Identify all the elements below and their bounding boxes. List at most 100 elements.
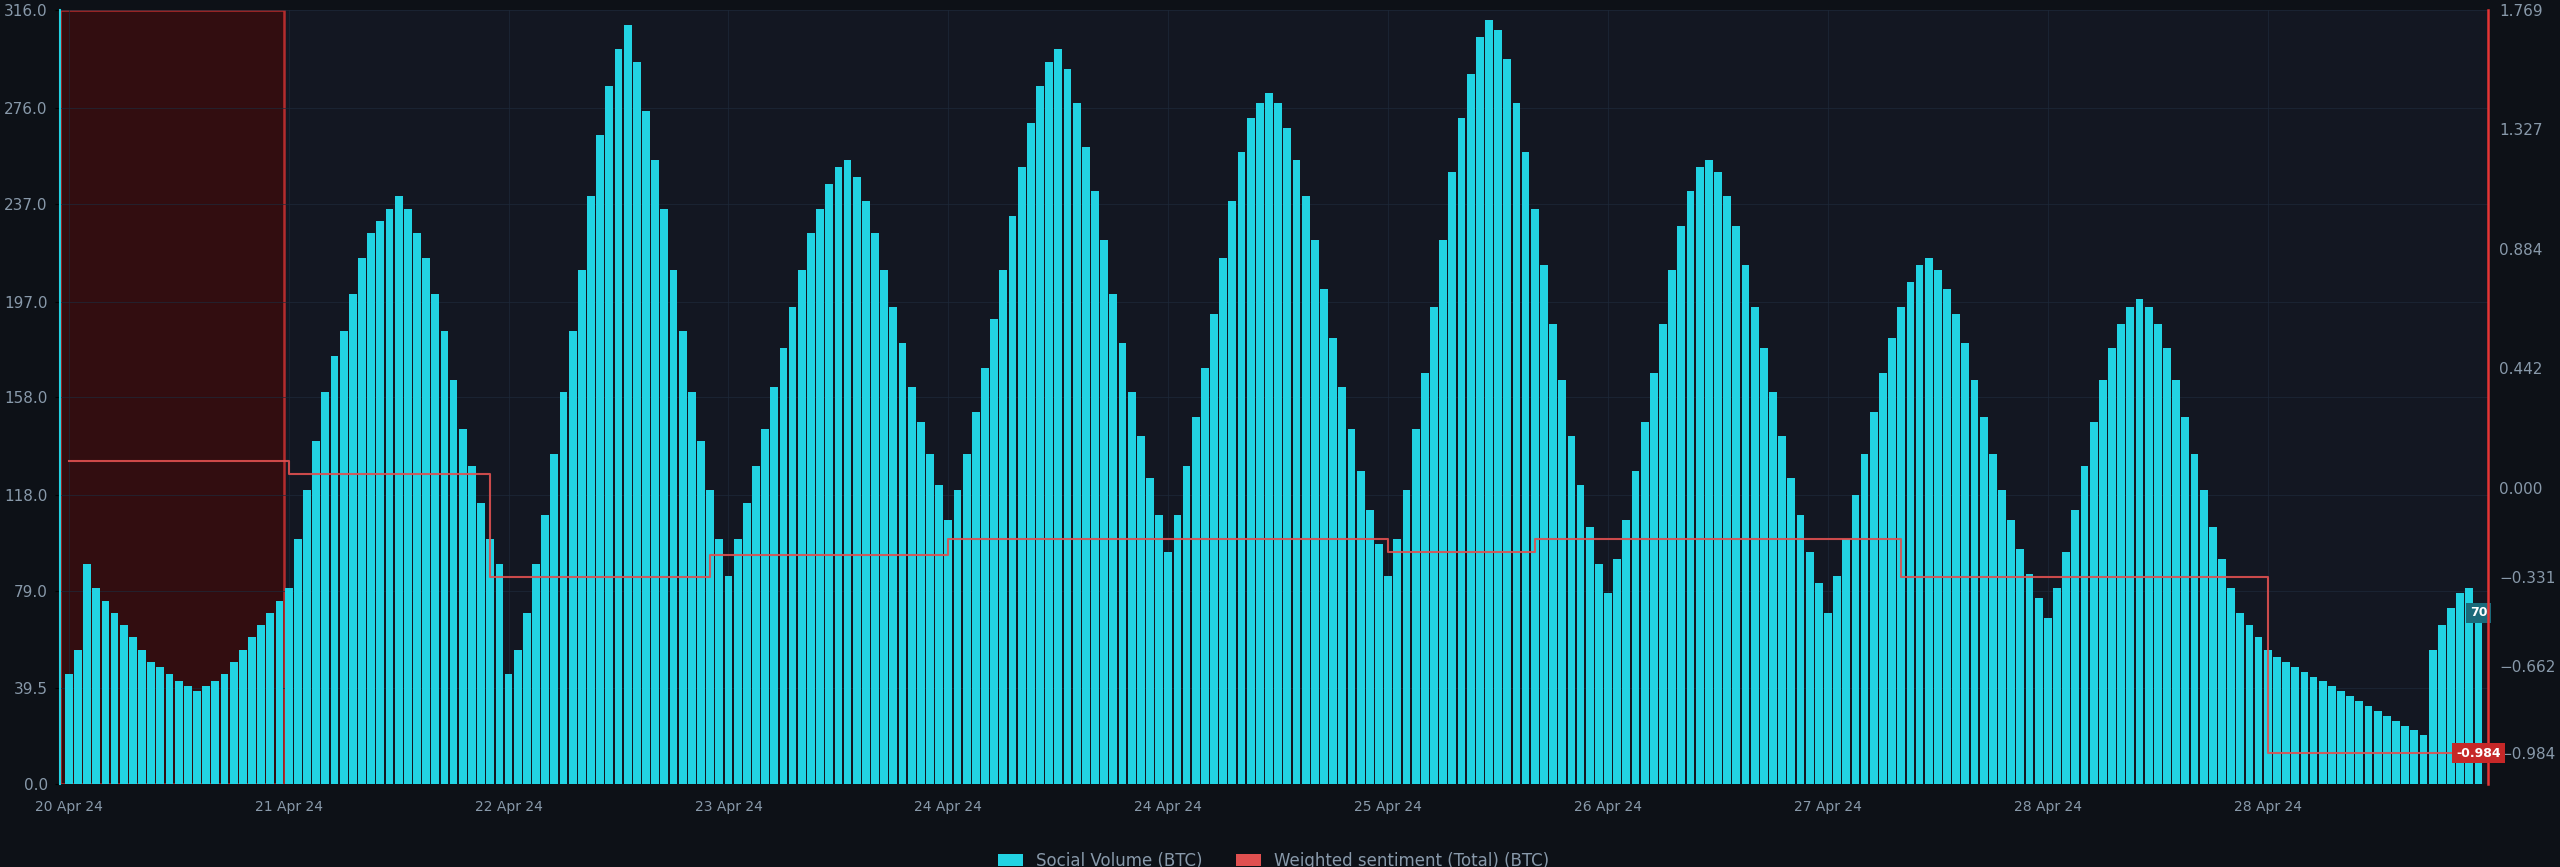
Bar [1183, 466, 1190, 785]
Bar [1953, 314, 1961, 785]
Bar [2291, 667, 2299, 785]
Bar [2355, 701, 2363, 785]
Text: 70: 70 [2470, 606, 2488, 619]
Bar [550, 453, 558, 785]
Bar [2227, 589, 2235, 785]
Bar [2107, 349, 2117, 785]
Bar [991, 319, 998, 785]
Bar [540, 515, 548, 785]
Bar [561, 393, 568, 785]
Bar [1439, 240, 1446, 785]
Bar [568, 331, 576, 785]
Bar [451, 380, 458, 785]
Bar [1283, 127, 1290, 785]
Bar [1769, 393, 1777, 785]
Bar [64, 675, 72, 785]
Bar [1851, 495, 1859, 785]
Bar [1999, 491, 2007, 785]
Bar [899, 343, 906, 785]
Bar [586, 196, 594, 785]
Bar [1733, 225, 1741, 785]
Bar [1311, 240, 1318, 785]
Bar [1825, 613, 1833, 785]
Bar [1219, 257, 1226, 785]
Bar [2455, 593, 2465, 785]
Bar [2127, 307, 2135, 785]
Bar [1531, 209, 1539, 785]
Bar [256, 625, 266, 785]
Bar [1889, 338, 1897, 785]
Bar [625, 25, 632, 785]
Bar [1869, 412, 1876, 785]
Bar [340, 331, 348, 785]
Bar [863, 201, 870, 785]
Bar [1193, 417, 1201, 785]
Bar [1961, 343, 1969, 785]
Bar [2419, 735, 2427, 785]
Bar [2217, 559, 2225, 785]
Bar [771, 388, 778, 785]
Bar [102, 601, 110, 785]
Bar [294, 539, 302, 785]
Bar [1201, 368, 1208, 785]
Bar [2319, 681, 2327, 785]
Bar [927, 453, 934, 785]
Bar [1631, 471, 1638, 785]
Bar [781, 349, 788, 785]
Bar [1741, 265, 1748, 785]
Bar [2237, 613, 2245, 785]
Bar [202, 687, 210, 785]
Bar [1129, 393, 1137, 785]
Bar [1275, 103, 1283, 785]
Bar [1431, 307, 1439, 785]
Bar [2255, 637, 2263, 785]
Bar [2245, 625, 2253, 785]
Bar [238, 649, 246, 785]
Bar [2081, 466, 2089, 785]
Bar [366, 233, 374, 785]
Bar [1147, 478, 1155, 785]
Bar [1257, 103, 1265, 785]
Bar [881, 270, 888, 785]
Bar [2429, 649, 2437, 785]
Bar [2199, 491, 2207, 785]
Bar [248, 637, 256, 785]
Bar [735, 539, 742, 785]
Bar [2117, 323, 2125, 785]
Bar [92, 589, 100, 785]
Bar [138, 649, 146, 785]
Bar [824, 184, 832, 785]
Bar [888, 307, 896, 785]
Bar [284, 589, 292, 785]
Bar [1037, 86, 1044, 785]
Bar [1009, 216, 1016, 785]
Bar [852, 177, 860, 785]
Bar [2281, 662, 2291, 785]
Bar [2089, 421, 2097, 785]
Bar [1915, 265, 1923, 785]
Bar [1861, 453, 1869, 785]
Bar [1411, 429, 1421, 785]
Bar [579, 270, 586, 785]
Bar [835, 167, 842, 785]
Bar [1659, 323, 1667, 785]
Bar [1421, 373, 1428, 785]
Bar [212, 681, 220, 785]
Bar [660, 209, 668, 785]
Bar [1137, 436, 1144, 785]
Bar [1577, 486, 1585, 785]
Bar [1605, 593, 1613, 785]
Bar [1467, 74, 1475, 785]
Bar [2025, 574, 2033, 785]
Bar [909, 388, 916, 785]
Bar [1457, 118, 1464, 785]
Bar [1513, 103, 1521, 785]
Bar [845, 160, 852, 785]
Bar [1805, 551, 1812, 785]
Bar [1669, 270, 1677, 785]
Bar [120, 625, 128, 785]
Bar [1495, 29, 1503, 785]
Bar [230, 662, 238, 785]
Bar [1485, 20, 1492, 785]
Bar [2145, 307, 2153, 785]
